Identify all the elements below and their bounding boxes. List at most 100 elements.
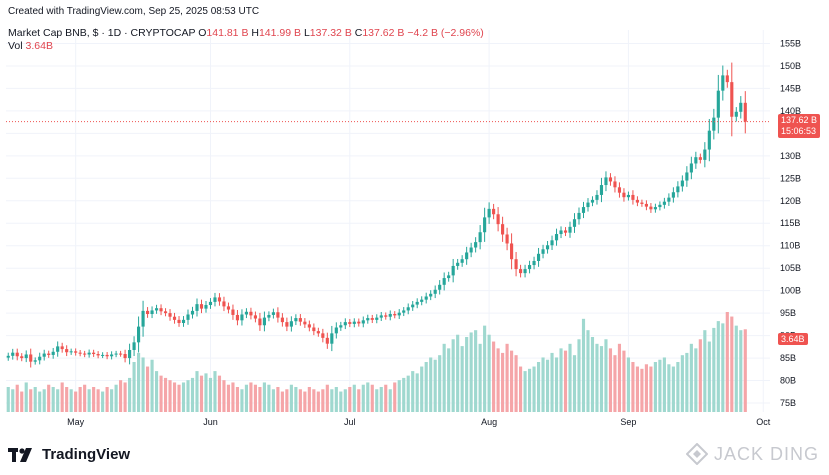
volume-bar	[47, 384, 51, 412]
symbol-title[interactable]: Market Cap BNB, $ · 1D · CRYPTOCAP	[8, 27, 196, 39]
candle-body	[128, 349, 132, 359]
candle-body	[87, 352, 91, 355]
candle-body	[514, 259, 518, 270]
candle-body	[96, 354, 100, 356]
candle-body	[442, 278, 446, 285]
volume-bar	[519, 366, 523, 412]
candle-body	[361, 320, 365, 324]
volume-bar	[384, 384, 388, 412]
volume-bar	[51, 387, 55, 412]
volume-bar	[402, 377, 406, 412]
volume-bar	[15, 384, 19, 412]
volume-bar	[42, 389, 46, 412]
candle-body	[74, 351, 78, 353]
watermark-text: JACK DING	[713, 443, 819, 464]
tradingview-logo[interactable]: TradingView	[8, 446, 130, 463]
candle-body	[119, 353, 123, 355]
volume-bar	[487, 334, 491, 412]
candle-body	[42, 353, 46, 357]
volume-bar	[11, 389, 15, 412]
volume-bar	[294, 387, 298, 412]
volume-bar	[298, 389, 302, 412]
candle-body	[29, 354, 33, 362]
volume-bar	[145, 366, 150, 412]
high-value: 141.99 B	[258, 27, 302, 39]
candle-body	[316, 331, 320, 334]
candle-body	[343, 322, 347, 326]
candle-body	[222, 301, 226, 307]
candle-body	[586, 202, 590, 208]
candle-body	[653, 207, 657, 210]
volume-bar	[523, 371, 527, 412]
volume-bar	[703, 330, 707, 412]
volume-bar	[226, 384, 231, 412]
volume-bar	[38, 391, 42, 412]
candle-body	[258, 318, 262, 326]
volume-bar	[644, 364, 648, 412]
candle-body	[105, 354, 109, 357]
volume-bar	[339, 391, 343, 412]
candle-body	[312, 327, 316, 332]
candle-body	[298, 318, 302, 322]
candle-body	[33, 360, 37, 362]
candle-body	[235, 314, 240, 321]
candle-body	[177, 319, 181, 324]
volume-bar	[662, 357, 666, 412]
volume-bar	[707, 341, 711, 412]
candle-body	[101, 354, 105, 356]
volume-bar	[244, 384, 249, 412]
candle-body	[465, 252, 469, 260]
candle-body	[51, 351, 55, 355]
candle-body	[60, 346, 64, 350]
volume-bar	[590, 337, 595, 412]
candle-body	[519, 269, 523, 274]
candle-body	[541, 249, 545, 254]
candle-body	[743, 102, 747, 122]
candle-body	[667, 197, 671, 202]
high-label: H	[251, 27, 259, 39]
candle-body	[658, 204, 662, 208]
volume-bar	[370, 384, 374, 412]
volume-bar	[280, 391, 284, 412]
created-note: Created with TradingView.com, Sep 25, 20…	[8, 6, 260, 17]
volume-bar	[307, 387, 311, 412]
y-tick-label: 145B	[780, 83, 801, 93]
volume-bar	[743, 329, 747, 412]
volume-bar	[653, 362, 657, 412]
volume-bar	[510, 350, 514, 412]
candle-body	[65, 349, 69, 353]
candle-body	[217, 297, 222, 302]
volume-bar	[388, 389, 392, 412]
candle-body	[406, 307, 410, 311]
volume-bar	[527, 368, 532, 412]
candle-body	[554, 234, 559, 241]
volume-bar	[595, 343, 599, 412]
candle-body	[321, 333, 325, 338]
candle-body	[330, 333, 334, 344]
candle-body	[698, 157, 702, 160]
volume-bar	[550, 352, 554, 412]
volume-bars	[6, 312, 747, 412]
y-tick-label: 140B	[780, 106, 801, 116]
volume-bar	[577, 339, 581, 412]
volume-bar	[379, 387, 383, 412]
volume-bar	[640, 368, 644, 412]
vol-label: Vol	[8, 40, 23, 52]
volume-bar	[469, 332, 473, 412]
candle-body	[276, 312, 280, 318]
x-tick-label: Oct	[756, 417, 771, 427]
candle-body	[172, 316, 177, 320]
volume-bar	[258, 387, 262, 412]
candle-body	[487, 208, 491, 218]
volume-bar	[199, 375, 204, 412]
bar-countdown: 15:06:53	[781, 126, 817, 136]
volume-bar	[725, 312, 729, 412]
volume-bar	[289, 384, 293, 412]
candle-body	[163, 311, 168, 314]
candle-body	[244, 311, 249, 315]
volume-bar	[501, 352, 505, 412]
candle-body	[150, 310, 154, 315]
volume-bar	[186, 380, 190, 412]
candle-body	[694, 157, 698, 164]
candle-body	[622, 192, 626, 198]
